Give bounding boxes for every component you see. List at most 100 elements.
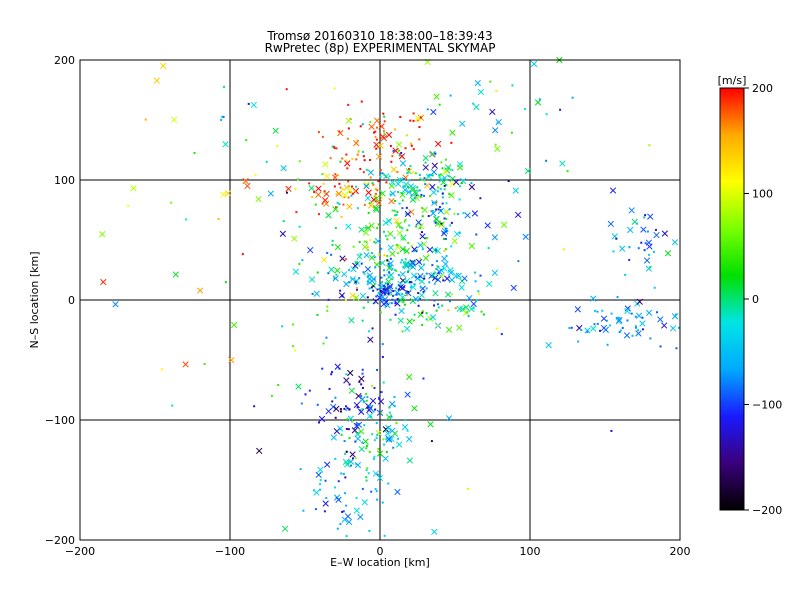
data-point-dot — [376, 368, 379, 371]
data-point-cross — [653, 231, 660, 239]
data-point-dot — [371, 182, 374, 185]
data-point-cross — [445, 326, 453, 333]
data-point-dot — [282, 220, 285, 223]
data-point-dot — [359, 125, 362, 128]
data-point-dot — [372, 289, 375, 292]
data-point-dot — [610, 312, 613, 315]
data-point-cross — [365, 189, 372, 196]
data-point-dot — [402, 177, 405, 180]
data-point-dot — [359, 167, 362, 170]
data-point-dot — [366, 396, 369, 399]
data-point-cross — [196, 287, 204, 294]
data-point-dot — [434, 249, 437, 252]
data-point-dot — [351, 157, 354, 160]
data-point-dot — [339, 160, 342, 163]
y-tick-label: 0 — [68, 294, 75, 307]
data-point-dot — [678, 326, 681, 329]
data-point-dot — [417, 298, 420, 301]
data-point-dot — [382, 130, 385, 133]
data-point-dot — [454, 307, 457, 310]
data-point-dot — [346, 137, 349, 140]
data-point-dot — [354, 457, 357, 460]
data-point-dot — [365, 168, 368, 171]
data-point-dot — [413, 283, 416, 286]
data-point-dot — [404, 218, 407, 221]
data-point-dot — [436, 303, 439, 306]
data-point-cross — [380, 300, 388, 308]
data-point-dot — [417, 304, 420, 307]
data-point-dot — [358, 409, 361, 412]
data-point-cross — [431, 162, 438, 169]
data-point-cross — [534, 99, 542, 106]
data-point-dot — [347, 127, 350, 130]
data-point-dot — [405, 206, 408, 209]
data-point-dot — [368, 287, 371, 290]
data-point-cross — [230, 321, 238, 329]
data-point-dot — [390, 302, 393, 305]
data-point-dot — [610, 429, 613, 432]
data-point-cross — [453, 178, 460, 186]
data-point-cross — [470, 300, 477, 308]
data-point-dot — [404, 418, 407, 421]
data-point-dot — [439, 173, 442, 176]
data-point-dot — [635, 222, 638, 225]
data-point-cross — [362, 229, 370, 236]
data-point-dot — [644, 214, 647, 217]
data-point-cross — [352, 262, 359, 269]
data-point-dot — [410, 244, 413, 247]
data-point-dot — [366, 246, 369, 249]
data-point-dot — [391, 209, 394, 212]
data-point-dot — [438, 206, 441, 209]
data-point-dot — [517, 260, 520, 263]
data-point-dot — [406, 429, 409, 432]
data-point-dot — [383, 254, 386, 257]
data-point-dot — [577, 340, 580, 343]
data-point-cross — [418, 292, 425, 299]
data-point-dot — [444, 237, 447, 240]
data-point-dot — [439, 225, 442, 228]
data-point-cross — [640, 226, 647, 233]
data-point-dot — [365, 469, 368, 472]
data-point-dot — [326, 251, 329, 254]
data-point-cross — [391, 430, 399, 437]
data-point-cross — [395, 180, 402, 188]
data-point-cross — [574, 306, 581, 313]
data-point-cross — [411, 405, 418, 412]
data-point-cross — [636, 298, 643, 305]
data-point-cross — [399, 246, 406, 253]
data-point-dot — [397, 437, 400, 440]
data-point-dot — [397, 222, 400, 225]
data-point-cross — [242, 177, 249, 185]
data-point-dot — [321, 173, 324, 176]
y-axis-label: N–S location [km] — [28, 251, 41, 348]
data-point-dot — [343, 196, 346, 199]
data-point-dot — [369, 404, 372, 407]
data-point-dot — [431, 209, 434, 212]
data-point-dot — [427, 215, 430, 218]
data-point-cross — [389, 400, 396, 408]
data-point-dot — [390, 415, 393, 418]
data-point-cross — [441, 174, 448, 182]
data-point-dot — [472, 307, 475, 310]
data-point-cross — [456, 324, 463, 331]
data-point-dot — [410, 194, 413, 197]
data-point-cross — [397, 284, 404, 291]
data-point-dot — [321, 135, 324, 138]
data-point-cross — [456, 305, 463, 312]
data-point-dot — [443, 184, 446, 187]
data-point-dot — [385, 181, 388, 184]
data-point-dot — [373, 386, 376, 389]
data-point-cross — [430, 210, 437, 217]
data-point-cross — [373, 206, 380, 213]
data-point-dot — [361, 372, 364, 375]
data-point-cross — [442, 260, 449, 268]
data-point-dot — [410, 281, 413, 284]
data-point-dot — [401, 293, 404, 296]
data-point-cross — [396, 229, 403, 237]
data-point-dot — [418, 189, 421, 192]
data-point-dot — [347, 460, 350, 463]
data-point-dot — [399, 226, 402, 229]
data-point-dot — [408, 179, 411, 182]
data-point-dot — [458, 185, 461, 188]
data-point-dot — [223, 85, 226, 88]
